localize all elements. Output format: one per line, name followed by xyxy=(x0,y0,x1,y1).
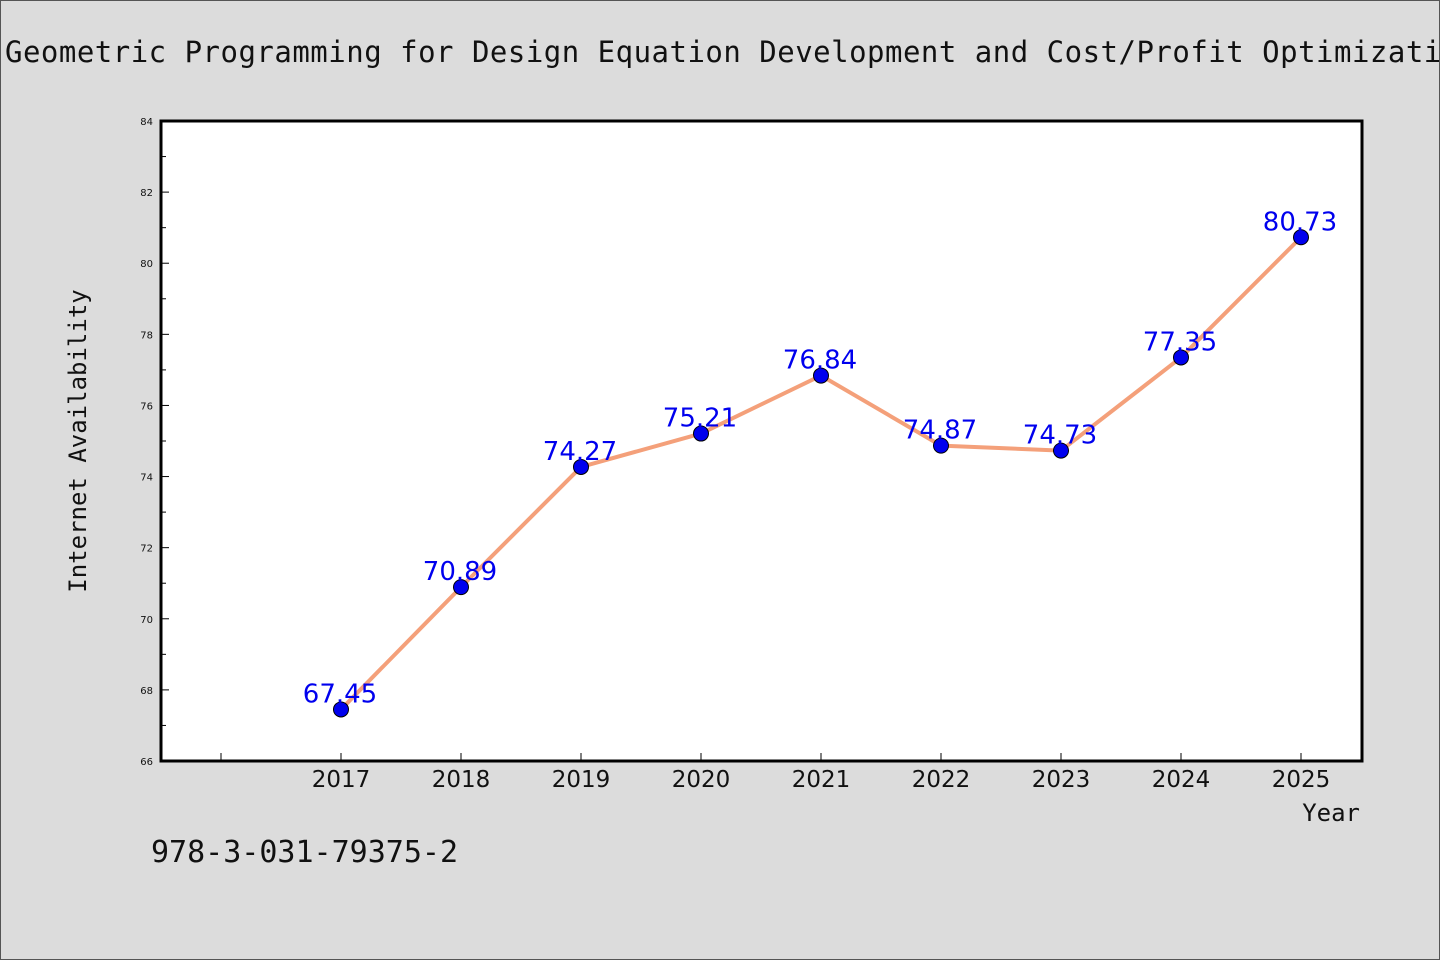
y-tick-label: 82 xyxy=(140,188,153,199)
x-tick-label: 2017 xyxy=(312,767,371,793)
x-tick-label: 2025 xyxy=(1272,767,1331,793)
y-axis-label: Internet Availability xyxy=(64,289,92,592)
data-labels: 67.45 70.89 74.27 75.21 76.84 74.87 74.73 77.35… xyxy=(303,207,1337,709)
data-label: 74.87 xyxy=(903,416,977,446)
y-tick-label: 68 xyxy=(140,686,153,697)
data-label: 75.21 xyxy=(663,404,737,434)
data-point xyxy=(813,367,829,384)
data-label: 74.27 xyxy=(543,437,617,467)
plot-area xyxy=(159,119,1364,763)
y-axis: 66 68 70 72 74 76 78 80 82 84 xyxy=(140,117,169,768)
data-label: 77.35 xyxy=(1143,327,1217,357)
data-point xyxy=(453,579,469,596)
data-label: 74.73 xyxy=(1023,421,1097,451)
y-tick-label: 76 xyxy=(140,401,153,412)
data-point xyxy=(573,458,589,475)
x-tick-label: 2018 xyxy=(432,767,491,793)
data-point xyxy=(1173,349,1189,366)
data-label: 76.84 xyxy=(783,346,857,376)
x-tick-label: 2023 xyxy=(1032,767,1091,793)
x-axis: 2017 2018 2019 2020 2021 2022 2023 2024 2025 xyxy=(220,753,1331,793)
chart-title: Geometric Programming for Design Equatio… xyxy=(5,35,1440,69)
y-tick-label: 84 xyxy=(140,117,153,128)
y-tick-label: 74 xyxy=(140,473,153,484)
data-point xyxy=(333,701,349,718)
y-tick-label: 72 xyxy=(140,544,153,555)
x-axis-label: Year xyxy=(1302,799,1360,827)
data-label: 67.45 xyxy=(303,679,377,709)
x-tick-label: 2021 xyxy=(792,767,851,793)
data-markers xyxy=(333,229,1309,718)
y-tick-label: 66 xyxy=(140,757,153,768)
y-tick-label: 70 xyxy=(140,615,153,626)
data-point xyxy=(933,437,949,454)
x-tick-label: 2019 xyxy=(552,767,611,793)
data-label: 80.73 xyxy=(1263,207,1337,237)
y-tick-label: 80 xyxy=(140,259,153,270)
isbn-text: 978-3-031-79375-2 xyxy=(151,835,459,870)
data-label: 70.89 xyxy=(423,557,497,587)
x-tick-label: 2024 xyxy=(1152,767,1211,793)
data-point xyxy=(1053,442,1069,459)
data-point xyxy=(1293,229,1309,246)
y-tick-label: 78 xyxy=(140,330,153,341)
data-point xyxy=(693,425,709,442)
x-tick-label: 2022 xyxy=(912,767,971,793)
x-tick-label: 2020 xyxy=(672,767,731,793)
